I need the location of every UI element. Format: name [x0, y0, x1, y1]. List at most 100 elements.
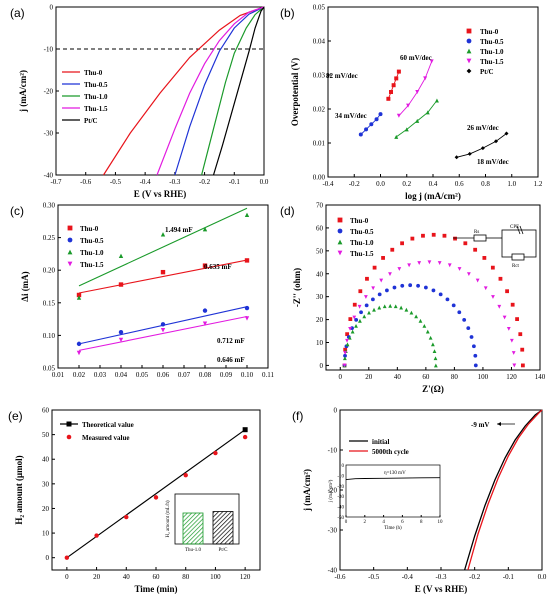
y-tick-label: -20 [328, 487, 338, 495]
fit-line [398, 61, 433, 117]
x-tick-label: 0.03 [94, 371, 107, 379]
panel-label: (d) [280, 204, 295, 218]
y-tick-label: -10 [44, 46, 54, 54]
y-tick-label: 70 [316, 202, 324, 210]
series-line [156, 6, 265, 176]
slope-annotation: 26 mV/dec [467, 124, 499, 132]
inset-x-tick-label: 0 [345, 520, 348, 525]
x-tick-label: 140 [535, 373, 546, 381]
y-tick-label: -40 [44, 172, 54, 180]
impedance-point [431, 288, 436, 293]
legend-label: Thu-0.5 [350, 228, 374, 236]
impedance-point [358, 318, 362, 323]
capacitance-annotation: 0.635 mF [204, 263, 232, 271]
measured-point [213, 450, 218, 456]
impedance-point [343, 351, 348, 355]
impedance-point [437, 261, 442, 265]
y-tick-label: 40 [42, 456, 50, 464]
x-axis-label: E (V vs RHE) [134, 189, 187, 199]
impedance-point [447, 263, 452, 268]
impedance-point [462, 317, 467, 322]
impedance-point [399, 305, 404, 310]
legend-marker [337, 250, 343, 256]
x-tick-label: -0.2 [349, 180, 361, 188]
x-tick-label: -0.2 [469, 573, 481, 581]
y-tick-label: -30 [328, 527, 338, 535]
x-tick-label: 0.07 [178, 371, 191, 379]
impedance-point [457, 267, 462, 271]
impedance-point [345, 332, 350, 337]
x-tick-label: -0.1 [503, 573, 515, 581]
measured-point [94, 533, 99, 538]
legend-marker [466, 58, 472, 64]
impedance-point [483, 286, 488, 291]
data-point [160, 232, 166, 237]
impedance-point [473, 363, 478, 368]
impedance-point [400, 283, 405, 288]
legend-marker [67, 261, 73, 267]
legend-marker [67, 249, 73, 255]
panel-f: -0.6 -0.5 -0.4 -0.3 -0.2 -0.1 0.00-10-20-30-40… [292, 407, 547, 595]
slope-annotation: 34 mV/dec [335, 112, 367, 120]
y-tick-label: 0.04 [313, 38, 326, 46]
impedance-point [345, 338, 349, 343]
impedance-point [381, 256, 385, 260]
impedance-point [352, 315, 357, 320]
impedance-point [407, 263, 412, 268]
legend-label: Thu-0 [84, 69, 103, 77]
legend-marker [337, 228, 343, 234]
panel-e: 0 20 40 60 80 100 120 0 10 20 30 40 50 60 Time (min) H₂… [8, 407, 261, 594]
impedance-point [370, 297, 375, 302]
impedance-point [354, 317, 359, 322]
legend-marker [66, 421, 72, 427]
y-tick-label: 0.03 [313, 72, 326, 80]
inset-x-tick-label: 6 [401, 520, 404, 525]
impedance-point [445, 297, 450, 302]
impedance-point [505, 289, 509, 294]
slope-annotation: 18 mV/dec [477, 158, 509, 166]
data-point [386, 96, 391, 101]
y-axis-label: j (mA/cm²) [18, 70, 28, 113]
legend-label: Thu-0 [80, 225, 99, 233]
x-tick-label: -0.6 [80, 178, 92, 186]
legend-label: Thu-1.5 [480, 58, 504, 66]
impedance-point [432, 349, 437, 354]
impedance-point [371, 286, 376, 291]
legend-label: Theoretical value [82, 421, 134, 429]
inset-y-label: H₂ amount (mL/h) [166, 500, 171, 537]
impedance-point [515, 317, 519, 321]
series-line [102, 6, 265, 176]
circuit-label-cpe: CPE [510, 225, 519, 230]
impedance-point [473, 353, 478, 358]
impedance-point [453, 236, 457, 241]
measured-point [242, 434, 248, 440]
fit-line [78, 306, 248, 345]
inset-x-tick-label: 10 [438, 520, 444, 525]
impedance-point [451, 303, 456, 308]
inset-annotation: η=130 mV [384, 471, 406, 476]
slope-annotation: 82 mV/dec [326, 72, 358, 80]
x-tick-label: 0.02 [73, 371, 86, 379]
x-axis-label: Z'(Ω) [422, 384, 444, 394]
y-tick-label: 0.05 [43, 365, 56, 373]
circuit-label-rs: Rs [474, 230, 479, 235]
impedance-point [475, 278, 480, 283]
impedance-point [357, 304, 362, 309]
x-tick-label: -0.4 [140, 178, 152, 186]
impedance-point [438, 292, 443, 297]
inset-y-tick-label: -50 [337, 516, 344, 521]
panel-a: -0.7 -0.6 -0.5 -0.4 -0.3 -0.2 -0.1 0.0 0 -10 -20 -3… [10, 4, 269, 200]
x-tick-label: 100 [210, 573, 221, 581]
legend-label: Thu-0.5 [480, 38, 504, 46]
fit-line [78, 259, 248, 294]
impedance-point [348, 326, 352, 331]
data-point [244, 212, 250, 217]
shift-arrow-head [497, 422, 501, 426]
y-tick-label: 0 [50, 4, 54, 12]
impedance-point [502, 315, 507, 320]
legend-marker [466, 28, 472, 34]
impedance-point [372, 265, 377, 270]
inset-y-label: j (mA/cm²) [328, 479, 334, 503]
impedance-point [466, 326, 471, 331]
x-tick-label: -0.5 [368, 573, 380, 581]
